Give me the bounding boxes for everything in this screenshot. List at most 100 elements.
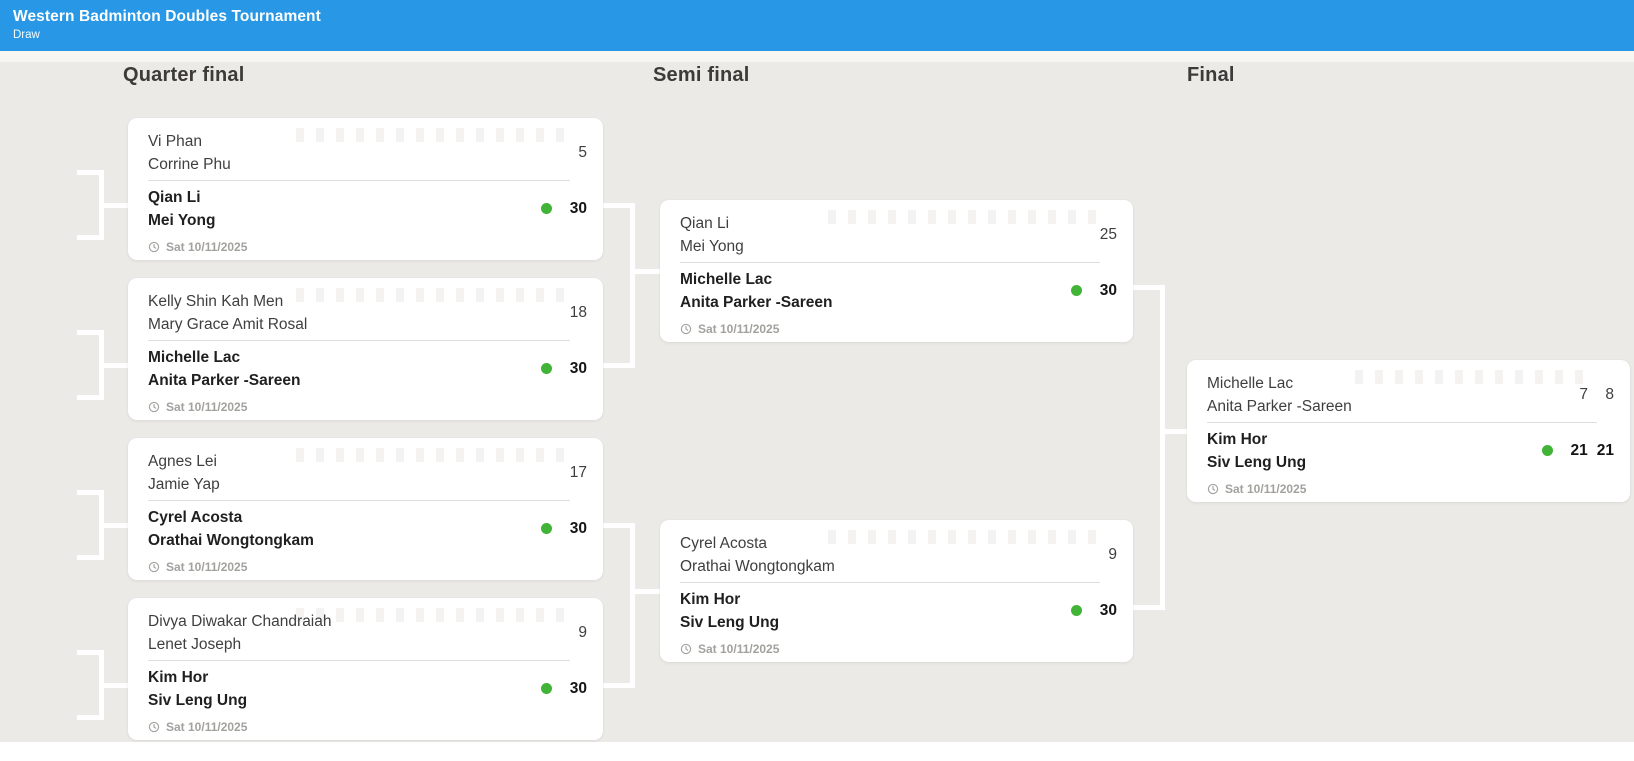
match-card[interactable]: Cyrel Acosta Orathai Wongtongkam 9 Kim H… — [660, 520, 1133, 662]
player-name: Kim Hor — [1207, 430, 1268, 448]
match-date-text: Sat 10/11/2025 — [698, 322, 780, 336]
score-value: 17 — [569, 463, 587, 481]
player-name: Siv Leng Ung — [148, 691, 248, 709]
breadcrumb: Draw — [13, 29, 40, 41]
score-value: 30 — [1099, 601, 1117, 619]
bracket-connector — [1133, 285, 1165, 290]
round-title: Final — [1187, 64, 1235, 86]
match-card[interactable]: Agnes Lei Jamie Yap 17 Cyrel Acosta Orat… — [128, 438, 603, 580]
team-row-1: Divya Diwakar Chandraiah Lenet Joseph 9 — [128, 605, 603, 660]
winner-dot-icon — [1541, 445, 1553, 456]
round-title: Semi final — [653, 64, 750, 86]
score-value: 8 — [1605, 385, 1614, 403]
winner-dot-icon — [1070, 285, 1082, 296]
bracket-connector — [77, 650, 104, 655]
match-date: Sat 10/11/2025 — [680, 322, 1133, 336]
team-row-2: Kim Hor Siv Leng Ung 30 — [660, 583, 1133, 638]
clock-icon — [148, 721, 160, 733]
team-row-1: Vi Phan Corrine Phu 5 — [128, 125, 603, 180]
bracket-connector — [104, 683, 128, 688]
score-box: 30 — [540, 360, 587, 378]
clock-icon — [148, 561, 160, 573]
bracket-connector — [630, 203, 635, 368]
player-name: Kim Hor — [148, 668, 209, 686]
match-card[interactable]: Kelly Shin Kah Men Mary Grace Amit Rosal… — [128, 278, 603, 420]
match-card[interactable]: Divya Diwakar Chandraiah Lenet Joseph 9 … — [128, 598, 603, 740]
player-name: Qian Li — [680, 214, 730, 232]
player-name: Mei Yong — [148, 211, 216, 229]
player-name: Qian Li — [148, 188, 201, 206]
bracket-connector — [99, 650, 104, 720]
bracket-connector — [630, 523, 635, 688]
bracket-connector — [630, 589, 660, 594]
bracket-connector — [1133, 605, 1165, 610]
bracket-connector — [603, 683, 635, 688]
match-date: Sat 10/11/2025 — [680, 642, 1133, 656]
player-name: Siv Leng Ung — [680, 613, 780, 631]
match-card[interactable]: Qian Li Mei Yong 25 Michelle Lac Anita P… — [660, 200, 1133, 342]
match-date-text: Sat 10/11/2025 — [698, 642, 780, 656]
bracket-connector — [77, 395, 104, 400]
team-row-2: Kim Hor Siv Leng Ung 30 — [128, 661, 603, 716]
score-value: 30 — [569, 519, 587, 537]
team-row-2: Cyrel Acosta Orathai Wongtongkam 30 — [128, 501, 603, 556]
bracket-connector — [99, 490, 104, 560]
player-name: Siv Leng Ung — [1207, 453, 1307, 471]
match-card[interactable]: Vi Phan Corrine Phu 5 Qian Li Mei Yong 3… — [128, 118, 603, 260]
player-name: Jamie Yap — [148, 475, 220, 493]
match-date: Sat 10/11/2025 — [1207, 482, 1630, 496]
score-value: 21 — [1570, 441, 1588, 459]
team-divider — [680, 582, 1100, 583]
header-divider — [0, 51, 1634, 62]
app-header: Western Badminton Doubles Tournament Dra… — [0, 0, 1634, 51]
bracket-connector — [99, 170, 104, 240]
bracket-connector — [104, 363, 128, 368]
score-box: 30 — [1070, 281, 1117, 300]
clock-icon — [680, 643, 692, 655]
match-date-text: Sat 10/11/2025 — [166, 240, 248, 254]
bracket-connector — [77, 490, 104, 495]
score-box: 9 — [570, 624, 587, 642]
score-value: 9 — [1108, 545, 1117, 563]
score-box: 9 — [1100, 546, 1117, 564]
score-box: 30 — [1070, 601, 1117, 620]
player-name: Michelle Lac — [148, 348, 241, 366]
player-name: Cyrel Acosta — [148, 508, 243, 526]
winner-dot-icon — [540, 203, 552, 214]
player-name: Orathai Wongtongkam — [680, 557, 835, 575]
player-name: Orathai Wongtongkam — [148, 531, 314, 549]
score-box: 25 — [1100, 226, 1117, 244]
team-divider — [148, 180, 570, 181]
winner-dot-icon — [540, 683, 552, 694]
tournament-title: Western Badminton Doubles Tournament — [13, 8, 321, 25]
player-name: Mei Yong — [680, 237, 744, 255]
bracket-connector — [603, 203, 635, 208]
score-value: 30 — [1099, 281, 1117, 299]
player-name: Vi Phan — [148, 132, 203, 150]
score-box: 30 — [540, 679, 587, 698]
team-row-1: Kelly Shin Kah Men Mary Grace Amit Rosal… — [128, 285, 603, 340]
bracket-connector — [77, 170, 104, 175]
match-date: Sat 10/11/2025 — [148, 720, 603, 734]
team-row-2: Kim Hor Siv Leng Ung 21 21 — [1187, 423, 1630, 478]
team-row-2: Michelle Lac Anita Parker -Sareen 30 — [128, 341, 603, 396]
player-name: Anita Parker -Sareen — [680, 293, 833, 311]
winner-dot-icon — [540, 363, 552, 374]
score-box: 17 — [570, 464, 587, 482]
team-row-1: Qian Li Mei Yong 25 — [660, 207, 1133, 262]
score-value: 5 — [578, 143, 587, 161]
clock-icon — [1207, 483, 1219, 495]
player-name: Michelle Lac — [680, 270, 773, 288]
score-box: 30 — [540, 519, 587, 538]
bracket-connector — [1160, 429, 1187, 434]
team-divider — [148, 660, 570, 661]
bracket-connector — [77, 235, 104, 240]
player-name: Agnes Lei — [148, 452, 217, 470]
bracket-connector — [603, 523, 635, 528]
score-value: 21 — [1596, 441, 1614, 459]
clock-icon — [680, 323, 692, 335]
bracket-connector — [603, 363, 635, 368]
score-value: 30 — [569, 679, 587, 697]
